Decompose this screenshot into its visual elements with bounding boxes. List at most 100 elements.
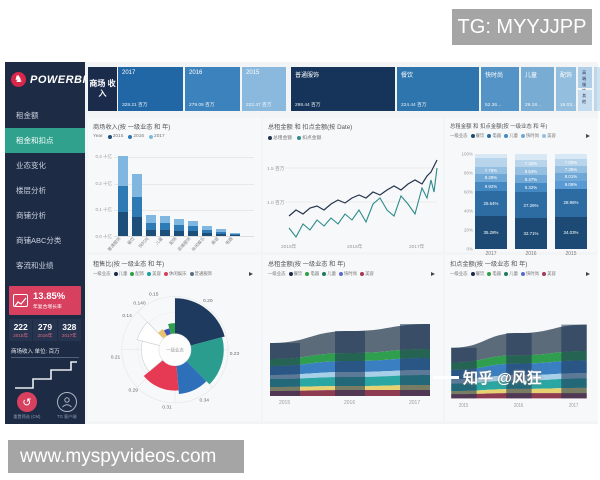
panel6-title: 扣点金额(按 一级业态 和 年) <box>450 261 528 268</box>
category-tile-ertong[interactable]: 儿童 29.18… <box>521 67 554 111</box>
svg-text:2017: 2017 <box>409 400 420 406</box>
panel1-title: 商场收入(按 一级业态 和 年) <box>93 124 171 131</box>
panel3-title: 总租金额 和 扣点金额(按 一级业态 和 年) <box>450 124 548 130</box>
bar-putongfushi[interactable]: 普通服饰 <box>106 156 128 252</box>
bar-chart-plot[interactable]: 0.3 十亿 0.2 十亿 0.1 十亿 0.0 十亿 普通服饰 餐饮 快时尚 … <box>95 151 254 252</box>
category-tile-gaoduanfushi[interactable]: 高端服饰 <box>578 67 592 93</box>
logo: ♞ POWERBI <box>5 62 87 95</box>
sidebar-item-floor-analysis[interactable]: 楼层分析 <box>16 186 46 195</box>
svg-text:2015年: 2015年 <box>281 243 297 250</box>
stat-2015: 222 2015年 <box>9 319 34 341</box>
sidebar-item-rent-and-deduction[interactable]: 租金和扣点 <box>5 128 85 153</box>
category-tile-sliver-2[interactable] <box>597 67 600 111</box>
category-tile-peishi[interactable]: 配饰 16.03… <box>556 67 577 111</box>
panel1-legend: Year 2015 2016 2017 <box>93 134 165 139</box>
logo-icon: ♞ <box>11 72 26 87</box>
panel3-legend: 一级业态 餐饮 电器 儿童 快时尚 美容 <box>445 131 598 139</box>
year-tile-2016[interactable]: 2016 279.09 百万 <box>185 67 240 111</box>
line-chart-svg[interactable]: 1.5 百万 1.0 百万 2015年 2016年 2017年 <box>265 140 441 252</box>
sidebar-menu: 租金额 租金和扣点 业态变化 楼层分析 商铺分析 商铺ABC分类 客流和业绩 <box>5 103 85 278</box>
bar-gaoduanfushi[interactable]: 高端服饰 <box>176 221 198 252</box>
line-chart-icon <box>13 294 28 307</box>
panel4-title: 租售比(按 一级业态 和 年) <box>93 261 165 268</box>
svg-text:0.34: 0.34 <box>200 397 210 403</box>
step-chart-svg <box>15 361 77 389</box>
logo-text: POWERBI <box>30 73 87 86</box>
svg-text:1.0 百万: 1.0 百万 <box>267 200 285 206</box>
panel5-legend: 一级业态 餐饮 电器 儿童 快时尚 美容 <box>263 269 443 277</box>
bar-peishi[interactable]: 配饰 <box>168 219 184 246</box>
revenue-step-chart: 商场收入 单位: 百万 <box>11 347 79 397</box>
stat-2016: 279 2016年 <box>33 319 58 341</box>
svg-text:0.23: 0.23 <box>230 351 240 357</box>
ribbon-chart-svg[interactable]: 2015 2016 2017 <box>265 293 441 411</box>
svg-text:0.31: 0.31 <box>162 404 172 410</box>
legend-scroll-icon[interactable] <box>249 272 253 276</box>
svg-text:0.20: 0.20 <box>203 298 213 304</box>
sidebar: ♞ POWERBI 租金额 租金和扣点 业态变化 楼层分析 商铺分析 商铺ABC… <box>5 62 87 424</box>
year-tile-2017[interactable]: 2017 328.21 百万 <box>118 67 183 111</box>
panel-revenue-by-category: 商场收入(按 一级业态 和 年) Year 2015 2016 2017 0.3… <box>88 118 261 252</box>
svg-text:0.21: 0.21 <box>111 355 121 361</box>
category-tile-canyin[interactable]: 餐饮 224.44 百万 <box>397 67 479 111</box>
year-revenue-stats: 222 2015年 279 2016年 328 2017年 <box>9 319 81 341</box>
bar-ertong[interactable]: 儿童 <box>154 216 170 246</box>
bar-xiuxianyule[interactable]: 休闲娱乐 <box>190 226 212 252</box>
sidebar-footer-buttons: ↺ 重置筛选 (CM) TG 客户端 <box>5 392 85 420</box>
category-tile-qita[interactable]: 其他 <box>578 90 592 111</box>
bar-kuaishishang[interactable]: 快时尚 <box>137 215 156 249</box>
sidebar-item-traffic-performance[interactable]: 客流和业绩 <box>16 261 54 270</box>
category-tile-putongfushi[interactable]: 普通服饰 298.44 百万 <box>291 67 395 111</box>
column-2016[interactable]: 7.33% 8.53% 8.47% 9.32% 27.26% 32.71% <box>515 154 547 250</box>
undo-icon: ↺ <box>16 392 37 412</box>
bar-canyin[interactable]: 餐饮 <box>126 174 142 246</box>
slicer-tile-bar: 商场 收入 2017 328.21 百万 2016 279.09 百万 2015 22… <box>85 62 600 116</box>
user-icon <box>56 392 77 412</box>
legend-scroll-icon[interactable] <box>586 134 590 138</box>
sidebar-item-format-change[interactable]: 业态变化 <box>16 161 46 170</box>
svg-text:1.5 百万: 1.5 百万 <box>267 166 285 172</box>
panel-rent-ribbon: 总租金额(按 一级业态 和 年) 一级业态 餐饮 电器 儿童 快时尚 美容 <box>263 255 443 421</box>
mini-chart-title: 商场收入 单位: 百万 <box>11 347 79 358</box>
sidebar-item-shop-abc[interactable]: 商铺ABC分类 <box>16 236 62 245</box>
svg-text:0.14: 0.14 <box>122 313 132 319</box>
svg-text:2017: 2017 <box>569 402 579 409</box>
svg-text:2015: 2015 <box>279 400 290 406</box>
client-button[interactable]: TG 客户端 <box>56 392 77 420</box>
panel-rent-sales-ratio: 租售比(按 一级业态 和 年) 一级业态 儿童 配饰 美容 休闲娱乐 普通服饰 <box>88 255 261 421</box>
svg-text:2016: 2016 <box>344 400 355 406</box>
kpi-label: 年复合增长率 <box>33 305 62 310</box>
bar-meirong[interactable]: 美容 <box>210 229 226 246</box>
category-tile-kuaishishang[interactable]: 快时尚 52.36… <box>481 67 519 111</box>
svg-text:2017年: 2017年 <box>409 243 425 250</box>
svg-text:0.15: 0.15 <box>149 292 159 298</box>
bar-series: 普通服饰 餐饮 快时尚 儿童 配饰 高端服饰 休闲娱乐 美容 电器 <box>106 151 252 252</box>
svg-text:0.140: 0.140 <box>133 301 145 307</box>
stacked-column-plot[interactable]: 100% 80% 60% 40% 20% 0% 7.78% 8.28% 9.92… <box>461 152 587 257</box>
svg-text:0.29: 0.29 <box>129 387 139 393</box>
reset-filter-button[interactable]: ↺ 重置筛选 (CM) <box>13 392 40 420</box>
ribbon-chart-svg[interactable]: 2015 2016 2017 <box>447 293 596 411</box>
sidebar-item-rent-amount[interactable]: 租金额 <box>16 111 39 120</box>
sidebar-item-shop-analysis[interactable]: 商铺分析 <box>16 211 46 220</box>
bar-dianqi[interactable]: 电器 <box>224 233 240 246</box>
rose-center-label: 一级业态 <box>166 347 184 354</box>
rose-chart-svg[interactable]: 一级业态 0.20 0.23 0.34 0.31 0.29 0.21 0.14 … <box>90 277 260 419</box>
url-watermark-badge: www.myspyvideos.com <box>8 440 244 473</box>
panel-rent-deduction-by-category-year: 总租金额 和 扣点金额(按 一级业态 和 年) 一级业态 餐饮 电器 儿童 快时… <box>445 118 598 257</box>
panel2-title: 总租金额 和 扣点金额(按 Date) <box>268 124 353 131</box>
svg-text:2016年: 2016年 <box>347 243 363 250</box>
year-tile-2015[interactable]: 2015 222.47 百万 <box>242 67 286 111</box>
panel-deduction-ribbon: 扣点金额(按 一级业态 和 年) 一级业态 餐饮 电器 儿童 快时尚 美容 <box>445 255 598 421</box>
kpi-value: 13.85% <box>33 291 66 302</box>
legend-scroll-icon[interactable] <box>431 272 435 276</box>
panel2-legend: 总租金额 扣点金额 <box>263 132 443 141</box>
legend-scroll-icon[interactable] <box>586 272 590 276</box>
dashboard: ♞ POWERBI 租金额 租金和扣点 业态变化 楼层分析 商铺分析 商铺ABC… <box>5 62 600 424</box>
column-2017[interactable]: 7.78% 8.28% 9.92% 25.64% 35.28% <box>475 154 507 249</box>
column-2015[interactable]: 7.05% 7.35% 8.01% 9.06% 28.96% 34.03% <box>555 154 587 249</box>
svg-text:2015: 2015 <box>459 402 469 409</box>
tg-contact-badge: TG: MYYJJPP <box>452 9 592 45</box>
panel-rent-deduction-by-date: 总租金额 和 扣点金额(按 Date) 总租金额 扣点金额 1.5 百万 1.0… <box>263 118 443 252</box>
